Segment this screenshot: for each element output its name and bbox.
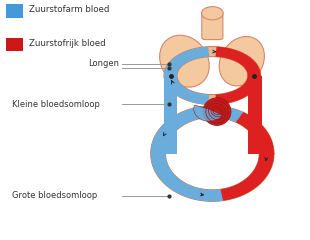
Ellipse shape: [219, 36, 264, 86]
Text: Zuurstofarm bloed: Zuurstofarm bloed: [29, 5, 110, 14]
Ellipse shape: [160, 35, 209, 87]
Polygon shape: [164, 47, 209, 105]
Polygon shape: [164, 47, 261, 105]
Wedge shape: [194, 105, 223, 121]
Text: Longen: Longen: [88, 59, 119, 68]
Text: Kleine bloedsomloop: Kleine bloedsomloop: [12, 100, 100, 109]
FancyBboxPatch shape: [248, 76, 262, 154]
FancyBboxPatch shape: [164, 76, 177, 154]
FancyBboxPatch shape: [202, 13, 223, 40]
Ellipse shape: [202, 7, 223, 20]
Bar: [6, 38, 23, 51]
Text: Zuurstofrijk bloed: Zuurstofrijk bloed: [29, 39, 106, 48]
Polygon shape: [151, 106, 243, 201]
Ellipse shape: [203, 98, 231, 125]
Polygon shape: [151, 106, 274, 201]
Text: Grote bloedsomloop: Grote bloedsomloop: [12, 191, 98, 200]
Polygon shape: [220, 112, 274, 201]
Polygon shape: [215, 47, 261, 105]
Bar: [6, 4, 23, 18]
